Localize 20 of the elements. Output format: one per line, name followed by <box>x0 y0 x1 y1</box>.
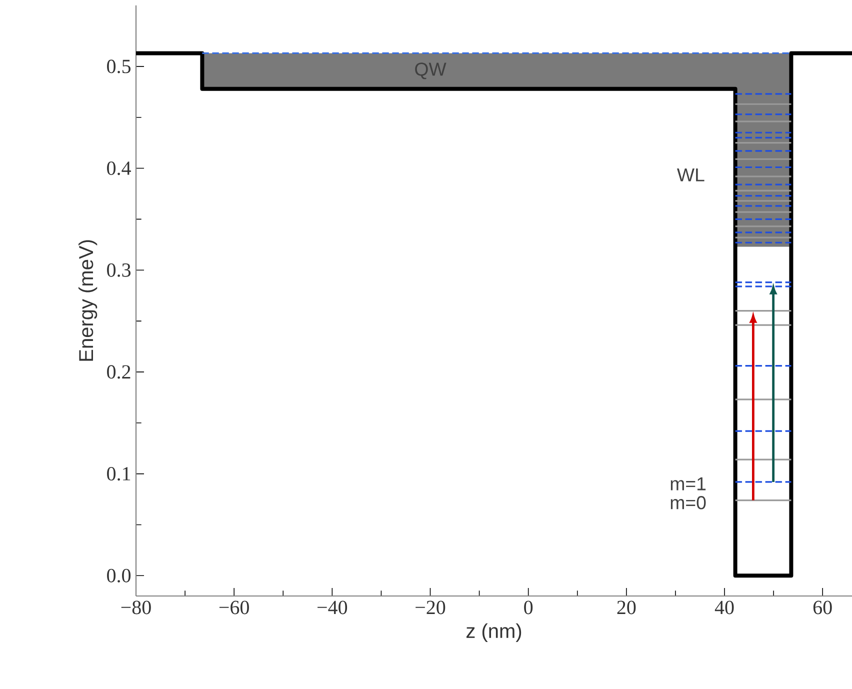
x-tick-label: −40 <box>318 600 348 614</box>
y-tick-label: 0.5 <box>107 60 131 74</box>
x-axis-title: z (nm) <box>466 623 522 642</box>
x-tick-label: −80 <box>121 600 151 614</box>
annotation: m=1 <box>670 477 706 490</box>
x-tick-label: 60 <box>813 600 832 614</box>
annotation: m=0 <box>670 496 706 510</box>
y-tick-label: 0.4 <box>107 161 131 176</box>
y-tick-label: 0.1 <box>107 467 130 481</box>
x-tick-label: 20 <box>617 600 636 614</box>
annotation: QW <box>415 62 446 80</box>
x-tick-label: 0 <box>524 600 533 614</box>
y-tick-label: 0.0 <box>107 568 131 582</box>
annotation: WL <box>676 168 704 182</box>
x-tick-label: −60 <box>219 600 249 614</box>
x-tick-label: 40 <box>714 600 734 614</box>
y-axis-title: Energy (meV) <box>78 240 98 361</box>
y-tick-label: 0.2 <box>107 365 130 379</box>
y-tick-label: 0.3 <box>107 263 131 277</box>
x-tick-label: −20 <box>416 600 446 614</box>
